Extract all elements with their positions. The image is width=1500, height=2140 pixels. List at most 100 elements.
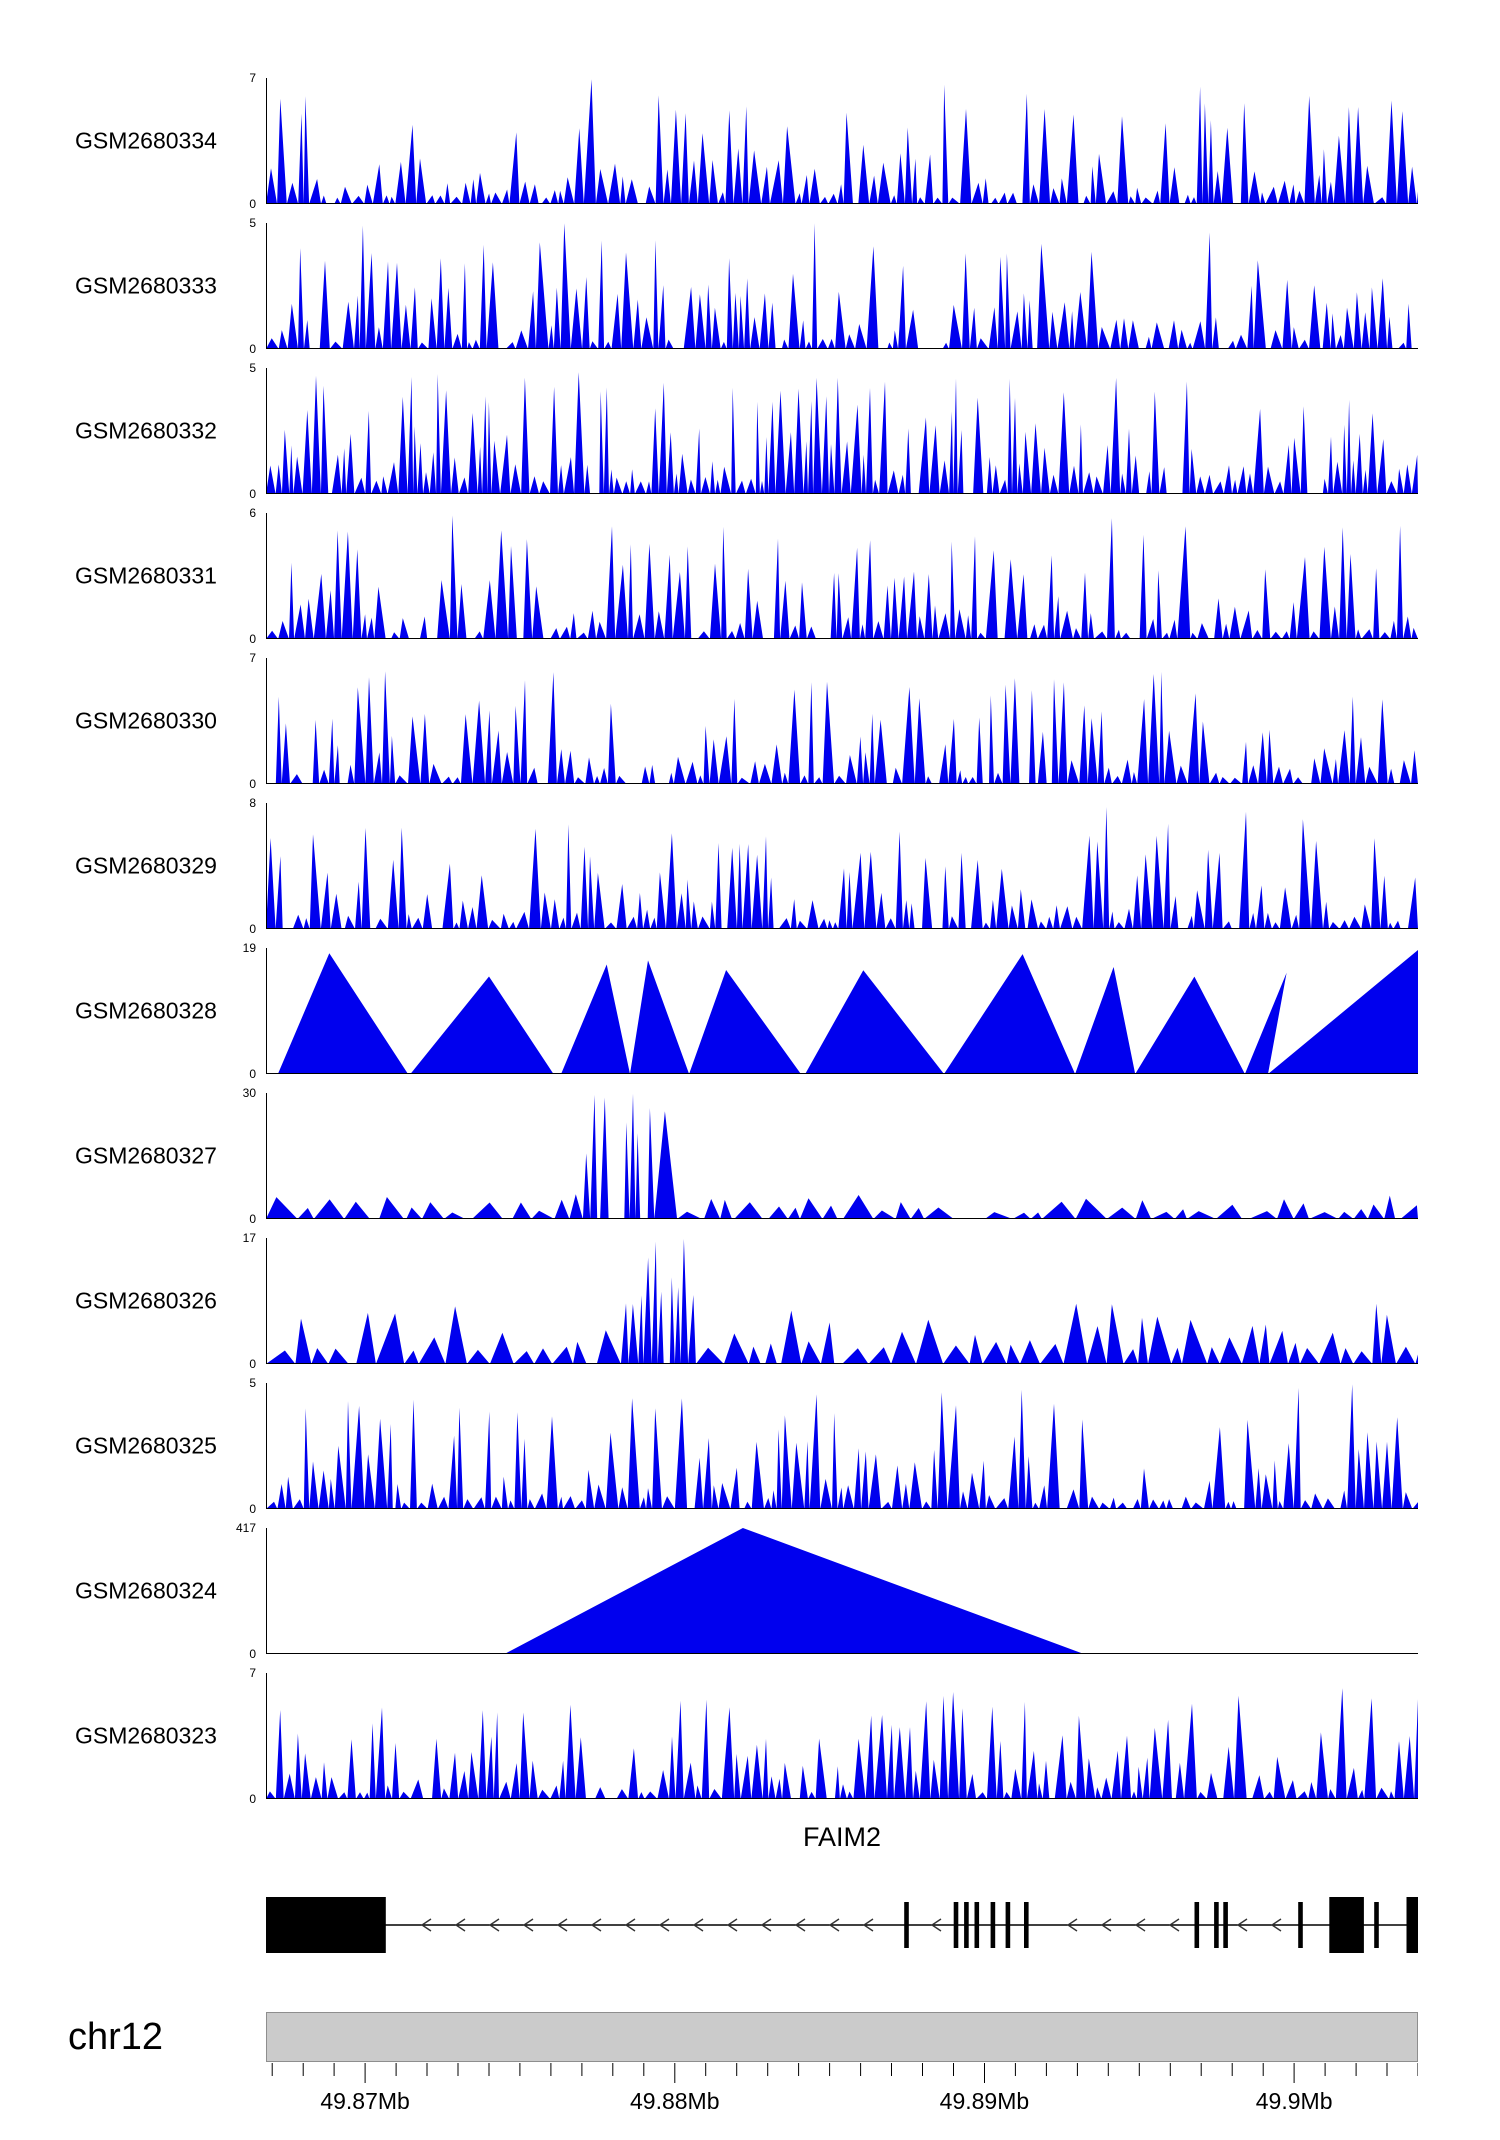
exon-tick xyxy=(904,1902,909,1948)
y-axis-zero-label: 0 xyxy=(249,487,256,501)
coverage-signal xyxy=(266,1688,1418,1799)
chromosome-ideogram-bar xyxy=(266,2012,1418,2062)
y-axis-zero-label: 0 xyxy=(249,342,256,356)
y-axis-max-label: 5 xyxy=(249,216,256,230)
track-label: GSM2680323 xyxy=(75,1722,217,1749)
coverage-signal xyxy=(266,223,1418,349)
strand-arrow-left-icon xyxy=(624,1918,636,1932)
y-axis-max-label: 7 xyxy=(249,651,256,665)
track-label: GSM2680331 xyxy=(75,562,217,589)
exon-tick xyxy=(1223,1902,1228,1948)
track-signal-plot xyxy=(266,513,1418,639)
exon-tick xyxy=(990,1902,996,1948)
strand-arrow-left-icon xyxy=(930,1918,942,1932)
coverage-signal xyxy=(266,79,1418,204)
y-axis-max-label: 19 xyxy=(242,941,256,955)
track-label: GSM2680334 xyxy=(75,127,217,154)
strand-arrow-left-icon xyxy=(692,1918,704,1932)
strand-arrow-left-icon xyxy=(828,1918,840,1932)
exon-tick xyxy=(1298,1902,1303,1948)
track-signal-plot xyxy=(266,1673,1418,1799)
strand-arrow-left-icon xyxy=(522,1918,534,1932)
track-row: GSM2680329 8 0 xyxy=(0,797,1500,935)
strand-arrow-left-icon xyxy=(1100,1918,1112,1932)
exon-tick xyxy=(974,1902,980,1948)
y-axis-max-label: 8 xyxy=(249,796,256,810)
track-signal-plot xyxy=(266,223,1418,349)
y-axis-zero-label: 0 xyxy=(249,922,256,936)
strand-arrow-left-icon xyxy=(556,1918,568,1932)
exon-tick xyxy=(1005,1902,1011,1948)
chromosome-label: chr12 xyxy=(68,2016,164,2058)
y-axis-zero-label: 0 xyxy=(249,1212,256,1226)
exon-tick xyxy=(964,1902,969,1948)
strand-arrow-left-icon xyxy=(1236,1918,1248,1932)
strand-arrow-left-icon xyxy=(590,1918,602,1932)
coverage-signal xyxy=(266,807,1418,929)
exon-box xyxy=(266,1897,386,1953)
coverage-signal xyxy=(266,1528,1418,1654)
exon-box xyxy=(1406,1897,1418,1953)
track-signal-plot xyxy=(266,1093,1418,1219)
track-label: GSM2680326 xyxy=(75,1287,217,1314)
track-row: GSM2680334 7 0 xyxy=(0,72,1500,210)
coverage-signal xyxy=(266,950,1418,1074)
track-label: GSM2680324 xyxy=(75,1577,217,1604)
track-label: GSM2680330 xyxy=(75,707,217,734)
track-row: GSM2680325 5 0 xyxy=(0,1377,1500,1515)
strand-arrow-left-icon xyxy=(1270,1918,1282,1932)
gene-structure-track xyxy=(266,1897,1418,1953)
coverage-signal xyxy=(266,1238,1418,1364)
track-row: GSM2680327 30 0 xyxy=(0,1087,1500,1225)
y-axis-zero-label: 0 xyxy=(249,1647,256,1661)
track-signal-plot xyxy=(266,1528,1418,1654)
gene-name-label: FAIM2 xyxy=(802,1822,882,1852)
coverage-signal xyxy=(266,1093,1418,1219)
coverage-signal xyxy=(266,1384,1418,1509)
track-signal-plot xyxy=(266,948,1418,1074)
strand-arrow-left-icon xyxy=(658,1918,670,1932)
coverage-signal xyxy=(266,671,1418,784)
track-row: GSM2680328 19 0 xyxy=(0,942,1500,1080)
exon-tick xyxy=(1194,1902,1200,1948)
track-label: GSM2680327 xyxy=(75,1142,217,1169)
y-axis-max-label: 7 xyxy=(249,71,256,85)
y-axis-zero-label: 0 xyxy=(249,1357,256,1371)
y-axis-max-label: 5 xyxy=(249,361,256,375)
track-signal-plot xyxy=(266,1238,1418,1364)
y-axis-zero-label: 0 xyxy=(249,632,256,646)
coverage-signal xyxy=(266,372,1418,494)
strand-arrow-left-icon xyxy=(1168,1918,1180,1932)
exon-tick xyxy=(953,1902,959,1948)
track-row: GSM2680333 5 0 xyxy=(0,217,1500,355)
track-row: GSM2680326 17 0 xyxy=(0,1232,1500,1370)
track-signal-plot xyxy=(266,78,1418,204)
track-label: GSM2680332 xyxy=(75,417,217,444)
y-axis-max-label: 30 xyxy=(242,1086,256,1100)
track-row: GSM2680330 7 0 xyxy=(0,652,1500,790)
track-signal-plot xyxy=(266,803,1418,929)
strand-arrow-left-icon xyxy=(420,1918,432,1932)
track-label: GSM2680328 xyxy=(75,997,217,1024)
y-axis-zero-label: 0 xyxy=(249,1067,256,1081)
y-axis-max-label: 17 xyxy=(242,1231,256,1245)
strand-arrow-left-icon xyxy=(760,1918,772,1932)
exon-tick xyxy=(1024,1902,1029,1948)
track-row: GSM2680332 5 0 xyxy=(0,362,1500,500)
y-axis-max-label: 417 xyxy=(235,1521,256,1535)
y-axis-zero-label: 0 xyxy=(249,197,256,211)
exon-box xyxy=(1329,1897,1364,1953)
y-axis-max-label: 6 xyxy=(249,506,256,520)
strand-arrow-left-icon xyxy=(794,1918,806,1932)
strand-arrow-left-icon xyxy=(862,1918,874,1932)
y-axis-zero-label: 0 xyxy=(249,1502,256,1516)
track-label: GSM2680325 xyxy=(75,1432,217,1459)
track-label: GSM2680333 xyxy=(75,272,217,299)
strand-arrow-left-icon xyxy=(1066,1918,1078,1932)
track-signal-plot xyxy=(266,658,1418,784)
track-signal-plot xyxy=(266,368,1418,494)
y-axis-max-label: 7 xyxy=(249,1666,256,1680)
strand-arrow-left-icon xyxy=(488,1918,500,1932)
